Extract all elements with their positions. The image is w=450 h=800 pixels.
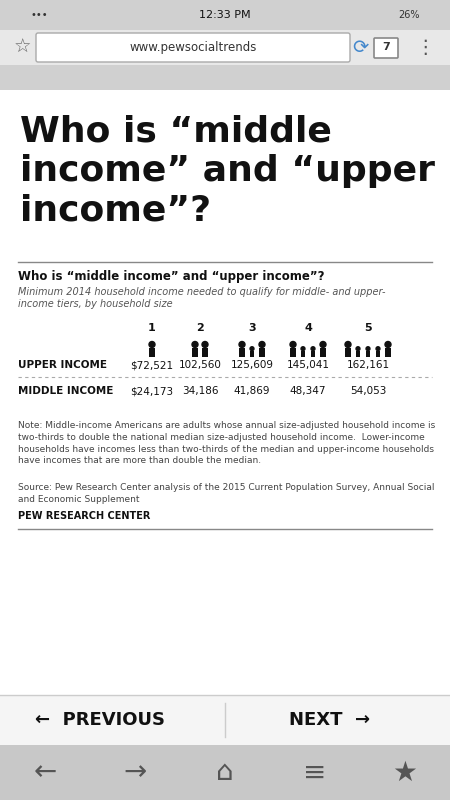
Text: ≡: ≡ bbox=[303, 758, 327, 786]
Text: 34,186: 34,186 bbox=[182, 386, 218, 396]
Text: 145,041: 145,041 bbox=[287, 360, 329, 370]
Text: Who is “middle income” and “upper income”?: Who is “middle income” and “upper income… bbox=[18, 270, 324, 283]
Bar bbox=[356, 351, 360, 357]
Bar bbox=[0, 695, 450, 745]
Bar bbox=[0, 745, 450, 800]
Circle shape bbox=[356, 346, 360, 350]
Text: →: → bbox=[123, 758, 147, 786]
Text: www.pewsocialtrends: www.pewsocialtrends bbox=[129, 41, 256, 54]
Text: ←: ← bbox=[33, 758, 57, 786]
Text: 7: 7 bbox=[382, 42, 390, 53]
Bar bbox=[239, 348, 245, 357]
Bar bbox=[385, 348, 391, 357]
Bar bbox=[149, 348, 155, 357]
Circle shape bbox=[385, 342, 391, 347]
Circle shape bbox=[259, 342, 265, 347]
Text: •••: ••• bbox=[30, 10, 48, 20]
Text: ⟳: ⟳ bbox=[352, 38, 368, 57]
Bar bbox=[320, 348, 326, 357]
Bar bbox=[0, 65, 450, 90]
Text: Note: Middle-income Americans are adults whose annual size-adjusted household in: Note: Middle-income Americans are adults… bbox=[18, 421, 435, 466]
Text: 48,347: 48,347 bbox=[290, 386, 326, 396]
Bar bbox=[259, 348, 265, 357]
Circle shape bbox=[290, 342, 296, 347]
Text: 102,560: 102,560 bbox=[179, 360, 221, 370]
Text: 5: 5 bbox=[364, 323, 372, 333]
Bar bbox=[301, 351, 305, 357]
FancyBboxPatch shape bbox=[374, 38, 398, 58]
Bar bbox=[290, 348, 296, 357]
Circle shape bbox=[366, 346, 370, 350]
Text: MIDDLE INCOME: MIDDLE INCOME bbox=[18, 386, 113, 396]
Bar bbox=[0, 30, 450, 65]
Circle shape bbox=[192, 342, 198, 347]
Circle shape bbox=[239, 342, 245, 347]
Bar bbox=[345, 348, 351, 357]
Bar bbox=[366, 351, 370, 357]
Bar bbox=[0, 0, 450, 30]
Circle shape bbox=[250, 346, 254, 350]
Circle shape bbox=[311, 346, 315, 350]
Circle shape bbox=[202, 342, 208, 347]
Text: ⌂: ⌂ bbox=[216, 758, 234, 786]
Text: ★: ★ bbox=[392, 758, 418, 786]
Text: UPPER INCOME: UPPER INCOME bbox=[18, 360, 107, 370]
Bar bbox=[376, 351, 380, 357]
Text: PEW RESEARCH CENTER: PEW RESEARCH CENTER bbox=[18, 511, 150, 521]
Text: ⋮: ⋮ bbox=[415, 38, 435, 57]
Text: 3: 3 bbox=[248, 323, 256, 333]
Circle shape bbox=[301, 346, 305, 350]
Text: 125,609: 125,609 bbox=[230, 360, 274, 370]
Text: 41,869: 41,869 bbox=[234, 386, 270, 396]
Text: Source: Pew Research Center analysis of the 2015 Current Population Survey, Annu: Source: Pew Research Center analysis of … bbox=[18, 483, 435, 504]
Text: Who is “middle
income” and “upper
income”?: Who is “middle income” and “upper income… bbox=[20, 115, 435, 228]
Circle shape bbox=[149, 342, 155, 347]
Bar bbox=[202, 348, 208, 357]
Text: 26%: 26% bbox=[399, 10, 420, 20]
Bar bbox=[192, 348, 198, 357]
FancyBboxPatch shape bbox=[36, 33, 350, 62]
Text: ←  PREVIOUS: ← PREVIOUS bbox=[35, 711, 165, 729]
Text: Minimum 2014 household income needed to qualify for middle- and upper-
income ti: Minimum 2014 household income needed to … bbox=[18, 287, 386, 310]
Text: 12:33 PM: 12:33 PM bbox=[199, 10, 251, 20]
Text: 2: 2 bbox=[196, 323, 204, 333]
Bar bbox=[311, 351, 315, 357]
Circle shape bbox=[320, 342, 326, 347]
Bar bbox=[250, 351, 254, 357]
Text: ☆: ☆ bbox=[13, 38, 31, 57]
Text: 4: 4 bbox=[304, 323, 312, 333]
Text: 162,161: 162,161 bbox=[346, 360, 390, 370]
Text: 1: 1 bbox=[148, 323, 156, 333]
Text: $72,521: $72,521 bbox=[130, 360, 174, 370]
Circle shape bbox=[376, 346, 380, 350]
Circle shape bbox=[345, 342, 351, 347]
Text: 54,053: 54,053 bbox=[350, 386, 386, 396]
Bar bbox=[0, 90, 450, 695]
Text: NEXT  →: NEXT → bbox=[289, 711, 370, 729]
Text: $24,173: $24,173 bbox=[130, 386, 174, 396]
